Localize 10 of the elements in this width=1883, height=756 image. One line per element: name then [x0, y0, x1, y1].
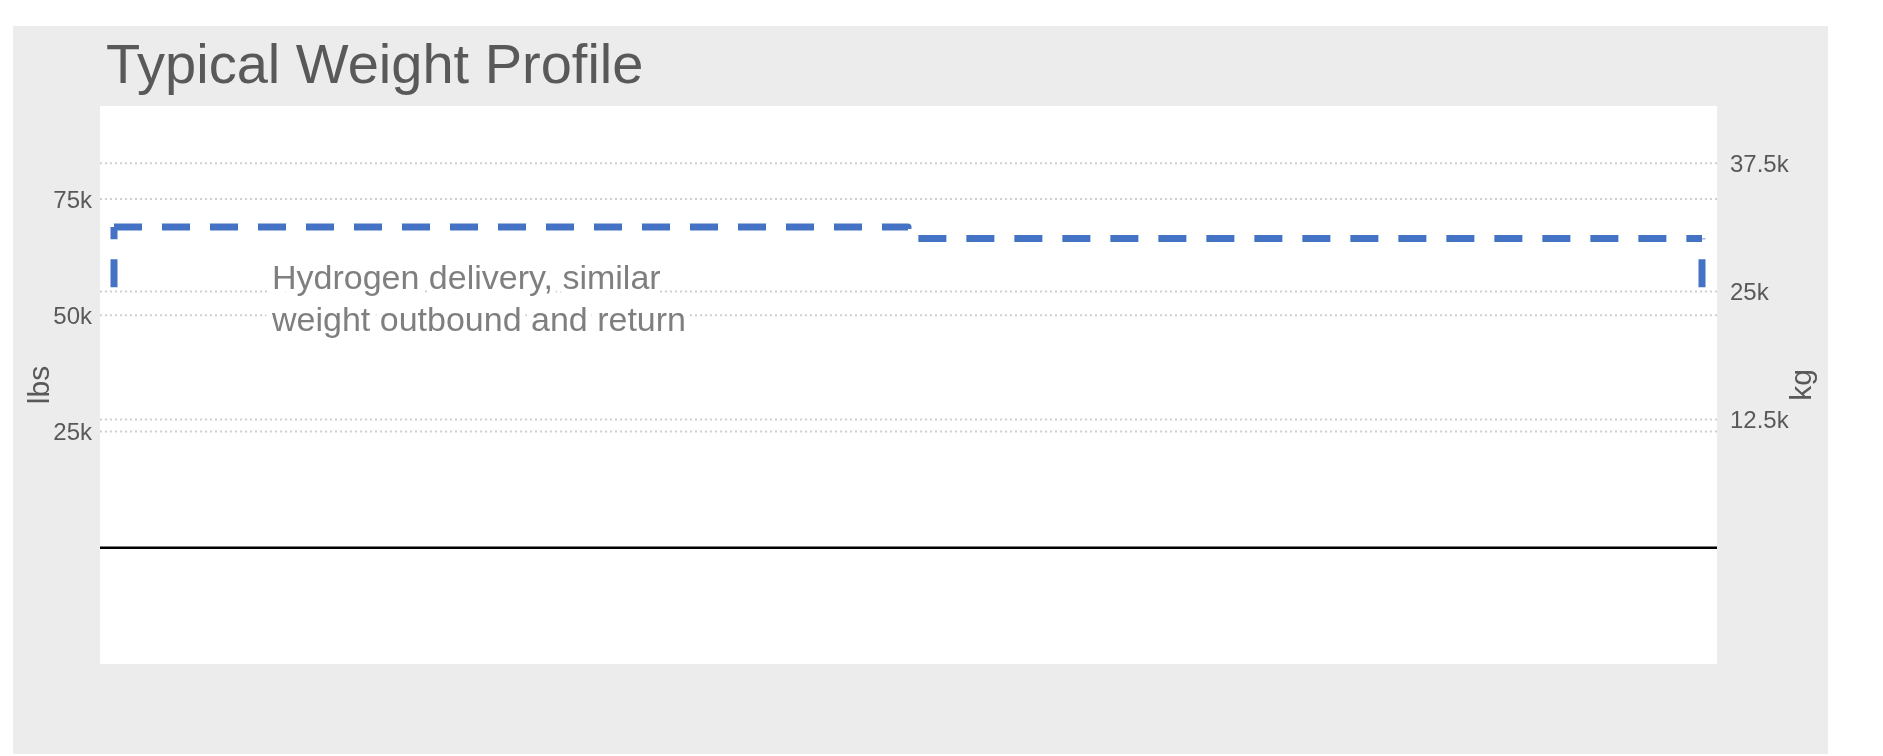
y-axis-title: lbs [21, 365, 55, 405]
y2-tick-label: 12.5k [1730, 406, 1790, 434]
y-tick-label: 75k [53, 185, 93, 213]
chart-title: Typical Weight Profile [106, 32, 644, 95]
y2-tick-label: 25k [1730, 277, 1770, 305]
y2-tick-label: 37.5k [1730, 149, 1790, 177]
y-tick-label: 25k [53, 418, 93, 445]
annotation: Hydrogen delivery, similar weight outbound and return [271, 258, 686, 338]
y2-axis-title: kg [1783, 369, 1817, 401]
y-tick-label: 50k [53, 301, 93, 329]
